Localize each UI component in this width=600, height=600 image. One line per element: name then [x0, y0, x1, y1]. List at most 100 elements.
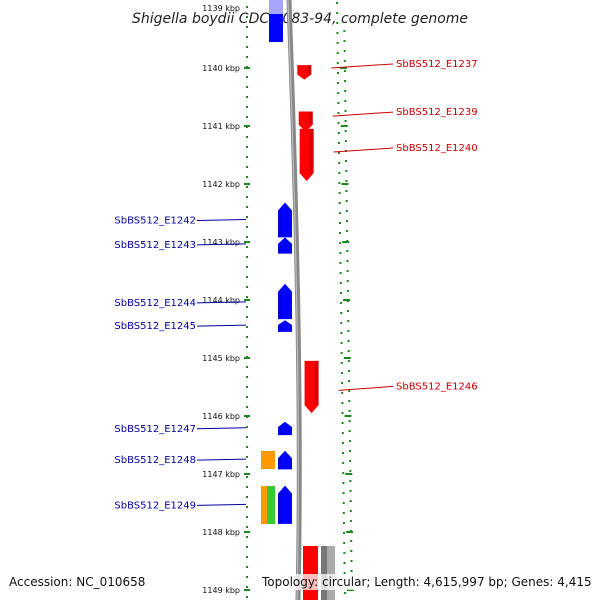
scale-dot: [346, 290, 349, 292]
scale-dot: [339, 222, 341, 224]
reverse-gene-shade: [278, 493, 281, 524]
scale-dot: [246, 26, 248, 28]
scale-dot: [343, 40, 346, 42]
scale-dot: [338, 182, 341, 184]
scale-dot: [343, 562, 346, 564]
scale-dot: [339, 272, 342, 274]
scale-dot: [246, 36, 248, 38]
scale-dot: [343, 50, 346, 52]
scale-dot: [346, 230, 349, 232]
scale-dot: [341, 382, 344, 384]
scale-dot: [246, 436, 248, 438]
reverse-gene-leader: [196, 324, 247, 327]
scale-dot: [246, 6, 248, 8]
scale-dot: [343, 60, 346, 62]
kbp-tick-label: 1143 kbp: [202, 238, 240, 247]
scale-dot: [341, 412, 344, 414]
kbp-tick-mark-right: [345, 473, 353, 475]
reverse-gene-leader: [196, 243, 247, 246]
scale-dot: [342, 502, 345, 504]
scale-dot: [342, 462, 345, 464]
scale-dot: [246, 326, 248, 328]
scale-dot: [339, 242, 342, 244]
scale-dot: [246, 146, 248, 148]
scale-dot: [342, 452, 344, 454]
kbp-tick-mark-right: [344, 415, 352, 417]
scale-dot: [246, 306, 248, 308]
scale-dot: [246, 56, 248, 58]
scale-dot: [246, 136, 248, 138]
scale-dot: [246, 486, 248, 488]
reverse-gene-label: SbBS512_E1243: [114, 240, 196, 251]
forward-gene-label: SbBS512_E1237: [396, 59, 478, 70]
scale-dot: [339, 252, 342, 254]
scale-dot: [343, 542, 346, 544]
scale-dot: [336, 42, 339, 44]
scale-dot: [340, 332, 343, 334]
scale-dot: [246, 536, 248, 538]
kbp-tick-mark-right: [342, 241, 350, 243]
kbp-tick-label: 1148 kbp: [202, 528, 240, 537]
scale-dot: [336, 2, 338, 4]
kbp-tick-mark-right: [346, 531, 354, 533]
scale-dot: [339, 292, 342, 294]
scale-dot: [246, 506, 248, 508]
reverse-gene-leader: [196, 301, 247, 304]
kbp-tick-mark-right: [343, 299, 350, 301]
scale-dot: [345, 210, 348, 212]
kbp-tick-label: 1141 kbp: [202, 122, 240, 131]
scale-dot: [349, 480, 352, 482]
scale-dot: [246, 286, 248, 288]
scale-dot: [246, 296, 248, 298]
scale-dot: [246, 266, 248, 268]
red-feature-bottom: [303, 546, 318, 600]
scale-dot: [246, 166, 248, 168]
topology-text: Topology: circular; Length: 4,615,997 bp…: [261, 575, 592, 589]
scale-dot: [339, 232, 342, 234]
forward-gene-shade: [314, 360, 319, 406]
scale-dot: [343, 552, 346, 554]
kbp-tick-mark-left: [244, 589, 250, 591]
reverse-gene-leader: [196, 427, 247, 430]
scale-dot: [339, 262, 342, 264]
kbp-tick-mark-right: [339, 67, 347, 69]
scale-dot: [342, 472, 345, 474]
scale-dot: [338, 152, 340, 154]
reverse-gene-arrow: [278, 320, 292, 332]
kbp-tick-mark-left: [244, 357, 250, 359]
scale-dot: [347, 340, 350, 342]
scale-dot: [246, 316, 248, 318]
scale-dot: [246, 236, 248, 238]
scale-dot: [344, 130, 347, 132]
reverse-gene-shade: [278, 427, 281, 436]
reverse-gene-leader: [196, 458, 247, 461]
scale-dot: [246, 16, 248, 18]
reverse-gene-leader: [196, 503, 247, 506]
scale-dot: [346, 280, 349, 282]
kbp-tick-mark-right: [343, 357, 351, 359]
kbp-tick-label: 1142 kbp: [202, 180, 240, 189]
kbp-tick-mark-left: [244, 473, 250, 475]
kbp-tick-mark-left: [244, 299, 250, 301]
reverse-gene-label: SbBS512_E1247: [114, 424, 196, 435]
scale-dot: [336, 22, 339, 24]
scale-dot: [246, 426, 248, 428]
scale-dot: [340, 312, 343, 314]
kbp-tick-mark-left: [244, 531, 250, 533]
kbp-tick-label: 1144 kbp: [202, 296, 240, 305]
scale-dot: [246, 276, 248, 278]
kbp-tick-mark-left: [244, 183, 250, 185]
scale-dot: [246, 176, 248, 178]
scale-dot: [348, 420, 351, 422]
scale-dot: [347, 370, 350, 372]
scale-dot: [246, 596, 248, 598]
reverse-gene-label: SbBS512_E1242: [114, 216, 196, 227]
scale-dot: [345, 170, 348, 172]
scale-dot: [347, 360, 350, 362]
scale-dot: [341, 392, 344, 394]
reverse-gene-shade: [278, 291, 281, 320]
accession-text: Accession: NC_010658: [9, 575, 145, 589]
scale-dot: [343, 572, 346, 574]
scale-dot: [336, 52, 339, 54]
